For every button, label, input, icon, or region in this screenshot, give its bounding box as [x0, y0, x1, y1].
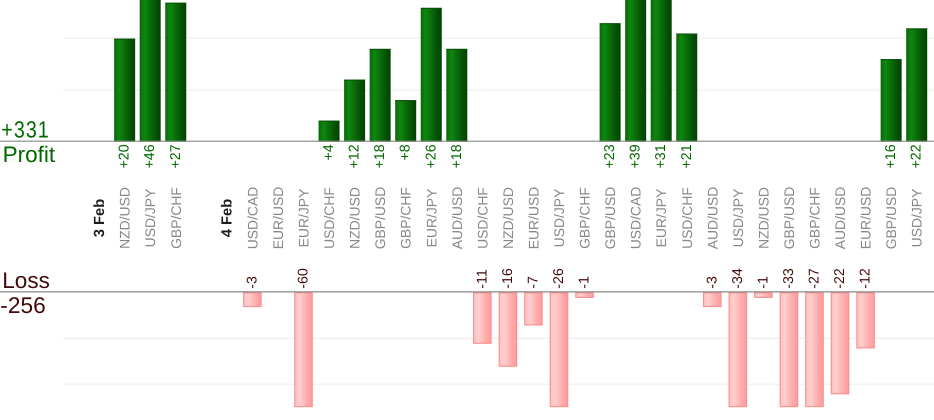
svg-text:GBP/USD: GBP/USD [602, 187, 618, 250]
svg-text:-26: -26 [551, 268, 567, 289]
svg-text:GBP/CHF: GBP/CHF [807, 187, 823, 249]
svg-text:-22: -22 [832, 268, 848, 289]
svg-text:+20: +20 [117, 144, 133, 168]
svg-text:USD/JPY: USD/JPY [142, 189, 158, 248]
svg-text:+39: +39 [628, 144, 644, 168]
svg-text:+26: +26 [423, 144, 439, 168]
svg-text:-3: -3 [244, 276, 260, 289]
svg-text:GBP/CHF: GBP/CHF [577, 187, 593, 249]
svg-text:USD/CHF: USD/CHF [474, 187, 490, 249]
svg-text:-34: -34 [730, 268, 746, 289]
svg-text:USD/CAD: USD/CAD [628, 187, 644, 250]
svg-text:GBP/USD: GBP/USD [372, 187, 388, 250]
svg-text:GBP/CHF: GBP/CHF [398, 187, 414, 249]
svg-text:NZD/USD: NZD/USD [755, 187, 771, 249]
svg-text:+27: +27 [168, 144, 184, 168]
svg-text:-16: -16 [500, 268, 516, 289]
svg-text:+12: +12 [347, 144, 363, 168]
svg-text:+18: +18 [449, 144, 465, 168]
svg-text:USD/JPY: USD/JPY [909, 189, 925, 248]
svg-text:NZD/USD: NZD/USD [347, 187, 363, 249]
svg-text:GBP/USD: GBP/USD [883, 187, 899, 250]
svg-text:USD/CHF: USD/CHF [321, 187, 337, 249]
svg-text:+22: +22 [909, 144, 925, 168]
svg-text:+4: +4 [321, 144, 337, 160]
svg-text:+31: +31 [653, 144, 669, 168]
svg-text:-11: -11 [474, 269, 490, 289]
svg-text:EUR/JPY: EUR/JPY [423, 189, 439, 248]
svg-text:EUR/USD: EUR/USD [270, 187, 286, 250]
svg-text:-60: -60 [296, 268, 312, 289]
svg-text:AUD/USD: AUD/USD [449, 187, 465, 250]
svg-text:+8: +8 [398, 144, 414, 160]
svg-text:NZD/USD: NZD/USD [500, 187, 516, 249]
svg-text:Loss: Loss [2, 268, 50, 293]
svg-text:3 Feb: 3 Feb [92, 199, 108, 237]
svg-text:+46: +46 [142, 144, 158, 168]
svg-text:Profit: Profit [3, 142, 56, 167]
svg-text:EUR/JPY: EUR/JPY [296, 189, 312, 248]
svg-text:USD/CAD: USD/CAD [244, 187, 260, 250]
svg-text:EUR/USD: EUR/USD [525, 187, 541, 250]
svg-text:GBP/CHF: GBP/CHF [168, 187, 184, 249]
svg-text:+23: +23 [602, 144, 618, 168]
svg-text:-1: -1 [577, 276, 593, 289]
svg-text:USD/CHF: USD/CHF [679, 187, 695, 249]
svg-text:USD/JPY: USD/JPY [730, 189, 746, 248]
svg-text:+16: +16 [883, 144, 899, 168]
svg-text:4 Feb: 4 Feb [220, 199, 236, 237]
svg-text:+331: +331 [1, 117, 49, 143]
svg-text:+21: +21 [679, 144, 695, 168]
svg-text:AUD/USD: AUD/USD [832, 187, 848, 250]
svg-text:EUR/USD: EUR/USD [858, 187, 874, 250]
svg-text:USD/JPY: USD/JPY [551, 189, 567, 248]
svg-text:-1: -1 [755, 276, 771, 289]
svg-text:-256: -256 [0, 292, 45, 318]
svg-text:EUR/JPY: EUR/JPY [653, 189, 669, 248]
svg-text:-3: -3 [704, 276, 720, 289]
svg-text:-27: -27 [807, 268, 823, 289]
svg-text:-12: -12 [858, 268, 874, 289]
svg-text:-7: -7 [525, 276, 541, 289]
svg-text:AUD/USD: AUD/USD [704, 187, 720, 250]
svg-text:+18: +18 [372, 144, 388, 168]
svg-text:NZD/USD: NZD/USD [117, 187, 133, 249]
svg-text:-33: -33 [781, 268, 797, 289]
svg-text:GBP/USD: GBP/USD [781, 187, 797, 250]
